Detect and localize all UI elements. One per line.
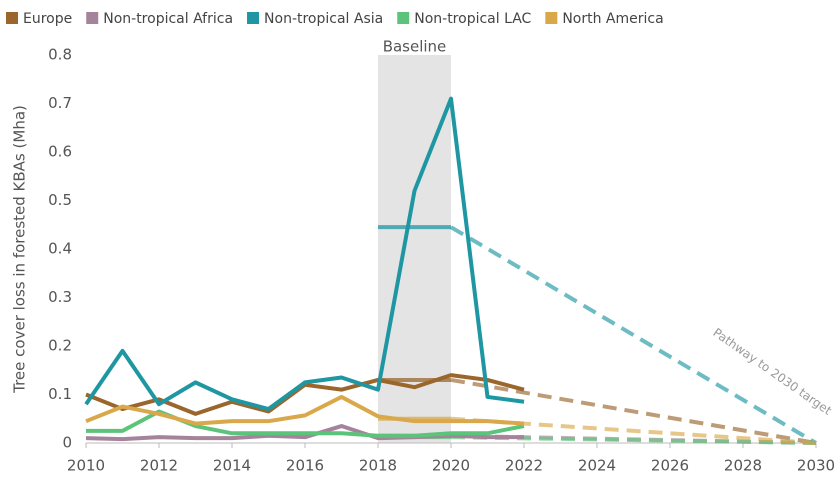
baseline-label: Baseline [383, 38, 447, 56]
y-tick-label: 0.2 [48, 337, 72, 355]
x-tick-label: 2010 [67, 457, 105, 475]
series-line [84, 96, 525, 412]
legend-label: Non-tropical Asia [264, 11, 383, 27]
series-line [85, 394, 525, 426]
x-tick-label: 2022 [505, 457, 543, 475]
x-tick-label: 2016 [286, 457, 324, 475]
x-tick-label: 2024 [578, 457, 616, 475]
y-tick-label: 0.1 [48, 385, 72, 403]
pathway-line [450, 435, 817, 445]
pathway-line [450, 416, 817, 445]
y-axis-label: Tree cover loss in forested KBAs (Mha) [11, 105, 29, 394]
y-tick-label: 0.3 [48, 288, 72, 306]
pathway-line [449, 225, 818, 445]
y-tick-label: 0.8 [48, 46, 72, 64]
legend-swatch [86, 12, 99, 24]
legend-swatch [397, 12, 410, 24]
x-tick-label: 2030 [797, 457, 835, 475]
legend-label: North America [562, 11, 663, 27]
y-tick-label: 0.6 [48, 143, 72, 161]
x-tick-label: 2028 [724, 457, 762, 475]
legend-label: Europe [23, 11, 72, 27]
x-tick-label: 2012 [140, 457, 178, 475]
y-tick-label: 0.5 [48, 191, 72, 209]
y-tick-label: 0.7 [48, 94, 72, 112]
y-tick-label: 0.4 [48, 240, 72, 258]
series-line [86, 409, 525, 438]
legend-swatch [247, 12, 260, 24]
baseline-band [378, 55, 451, 443]
annotation: Pathway to 2030 target [710, 325, 834, 418]
legend-swatch [6, 12, 18, 24]
pathway-line [450, 377, 817, 445]
x-tick-label: 2026 [651, 457, 689, 475]
x-tick-label: 2020 [432, 457, 470, 475]
legend-swatch [545, 12, 558, 24]
legend-label: Non-tropical Africa [103, 11, 233, 27]
x-tick-label: 2014 [213, 457, 251, 475]
y-tick-label: 0 [62, 434, 72, 452]
x-tick-label: 2018 [359, 457, 397, 475]
legend-label: Non-tropical LAC [414, 11, 531, 27]
series-line [85, 424, 524, 442]
